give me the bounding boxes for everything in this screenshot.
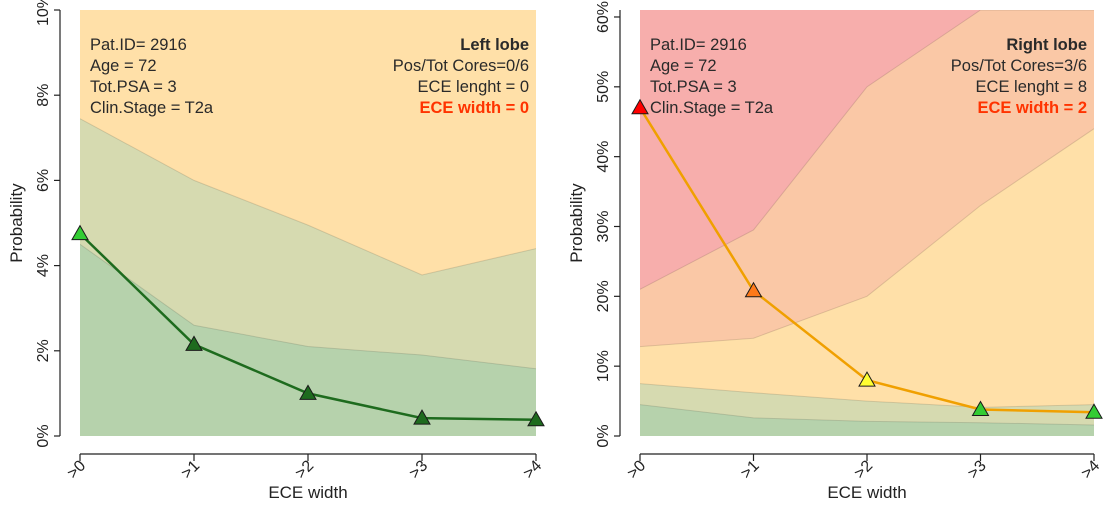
y-tick-label: 10%	[595, 350, 612, 382]
y-tick-label: 0%	[35, 424, 52, 447]
band-edge-1	[80, 118, 536, 276]
info-right-line: Pos/Tot Cores=3/6	[951, 57, 1087, 75]
band-edge-3	[640, 383, 1094, 408]
y-tick-label: 20%	[595, 280, 612, 312]
data-point	[299, 384, 317, 400]
info-right-line: Pos/Tot Cores=0/6	[393, 57, 529, 75]
info-left-line: Clin.Stage = T2a	[650, 99, 774, 117]
info-left-line: Pat.ID= 2916	[650, 36, 747, 54]
x-tick-label: >3	[965, 457, 990, 482]
data-point	[527, 410, 545, 427]
y-axis-title: Probability	[7, 183, 26, 263]
x-axis-title: ECE width	[827, 483, 906, 502]
ece-width-highlight: ECE width = 0	[419, 99, 529, 117]
x-axis-title: ECE width	[268, 483, 347, 502]
y-tick-label: 6%	[35, 169, 52, 192]
panel-title: Left lobe	[460, 36, 529, 54]
x-tick-label: >2	[292, 457, 317, 482]
x-tick-label: >2	[851, 457, 876, 482]
info-left-line: Clin.Stage = T2a	[90, 99, 214, 117]
data-point	[413, 409, 431, 425]
y-tick-label: 4%	[35, 254, 52, 277]
band-4	[640, 404, 1094, 436]
band-2	[80, 244, 536, 436]
chart-panel-right: 0% 10% 20% 30% 40% 50% 60% >0 >1 >2 >3 >4 ECE width P…	[567, 1, 1103, 502]
info-left-line: Pat.ID= 2916	[90, 36, 187, 54]
y-tick-label: 30%	[595, 210, 612, 242]
x-tick-label: >1	[178, 457, 203, 482]
y-tick-label: 10%	[35, 0, 52, 26]
y-tick-label: 2%	[35, 339, 52, 362]
y-tick-label: 50%	[595, 71, 612, 103]
info-right-line: ECE lenght = 0	[418, 78, 529, 96]
data-point	[971, 400, 990, 416]
data-point	[185, 335, 203, 351]
band-edge-1	[640, 10, 1094, 290]
data-point	[744, 281, 763, 298]
chart-panel-left: 0% 2% 4% 6% 8% 10% >0 >1 >2 >3 >4 ECE width Probabil…	[7, 0, 545, 502]
info-right-line: ECE lenght = 8	[976, 78, 1087, 96]
y-tick-label: 0%	[595, 424, 612, 447]
panel-title: Right lobe	[1006, 36, 1087, 54]
info-left-line: Tot.PSA = 3	[90, 78, 177, 96]
x-tick-label: >1	[738, 457, 763, 482]
data-point	[631, 98, 649, 115]
x-tick-label: >4	[1078, 457, 1103, 482]
x-tick-label: >4	[520, 457, 545, 482]
band-edge-2	[80, 243, 536, 370]
probability-bands	[80, 10, 536, 436]
patient-info: Pat.ID= 2916 Age = 72 Tot.PSA = 3 Clin.Stag…	[650, 36, 1087, 117]
info-left-line: Age = 72	[650, 57, 717, 75]
patient-info: Pat.ID= 2916 Age = 72 Tot.PSA = 3 Clin.Stag…	[90, 36, 529, 117]
probability-bands	[640, 10, 1094, 436]
info-left-line: Age = 72	[90, 57, 157, 75]
x-tick-label: >0	[624, 457, 649, 482]
info-left-line: Tot.PSA = 3	[650, 78, 737, 96]
data-point	[71, 224, 89, 241]
ece-width-highlight: ECE width = 2	[977, 99, 1087, 117]
x-tick-label: >3	[406, 457, 431, 482]
data-point	[1085, 403, 1103, 419]
x-tick-label: >0	[64, 457, 89, 482]
band-2	[640, 128, 1094, 436]
y-tick-label: 60%	[595, 1, 612, 33]
band-edge-2	[640, 128, 1094, 348]
data-point	[858, 371, 876, 387]
y-tick-label: 8%	[35, 84, 52, 107]
y-tick-label: 40%	[595, 141, 612, 173]
y-axis-title: Probability	[567, 183, 586, 263]
band-edge-4	[640, 404, 1094, 426]
